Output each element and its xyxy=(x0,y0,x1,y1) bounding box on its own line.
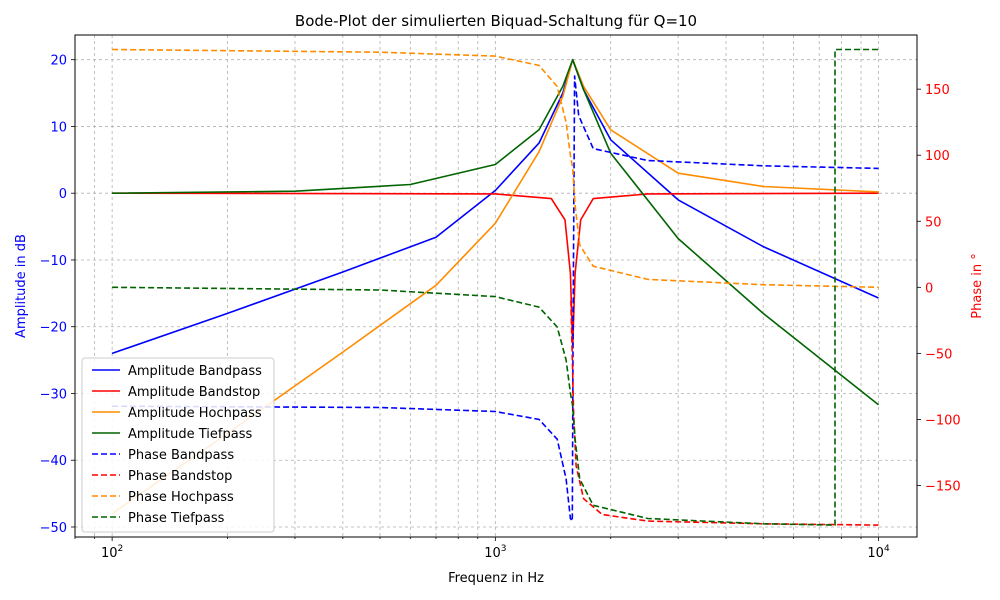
series-phase-tiefpass xyxy=(112,48,879,526)
legend-label: Amplitude Bandstop xyxy=(128,385,260,400)
y-left-tick-label: −30 xyxy=(40,387,67,402)
y-left-tick-label: −10 xyxy=(40,254,67,269)
x-tick-label: 102 xyxy=(101,544,123,561)
y-right-tick-label: 100 xyxy=(925,149,950,164)
axes: 20100−10−20−30−40−50150100500−50−100−150… xyxy=(40,54,961,561)
y-left-tick-label: −50 xyxy=(40,521,67,536)
legend-label: Amplitude Bandpass xyxy=(128,364,262,379)
series-amplitude-tiefpass xyxy=(112,58,879,406)
legend-label: Phase Hochpass xyxy=(128,490,234,505)
y-right-tick-label: 50 xyxy=(925,215,942,230)
series-amplitude-hochpass xyxy=(111,58,879,515)
y-left-axis-title: Amplitude in dB xyxy=(14,234,29,338)
y-right-tick-label: −50 xyxy=(925,347,952,362)
y-right-axis-title: Phase in ° xyxy=(970,253,985,318)
y-right-tick-label: −150 xyxy=(925,479,961,494)
y-left-tick-label: 10 xyxy=(50,120,67,135)
chart-title: Bode-Plot der simulierten Biquad-Schaltu… xyxy=(295,12,697,30)
x-tick-label: 103 xyxy=(484,544,506,561)
legend: Amplitude Bandpass Amplitude Bandstop Ampl… xyxy=(81,357,275,533)
legend-box xyxy=(81,357,275,533)
legend-label: Phase Tiefpass xyxy=(128,511,225,526)
plot-frame xyxy=(74,34,918,538)
legend-label: Phase Bandstop xyxy=(128,469,232,484)
legend-label: Amplitude Tiefpass xyxy=(128,427,252,442)
y-left-tick-label: −20 xyxy=(40,321,67,336)
series-group xyxy=(111,48,879,526)
series-phase-hochpass xyxy=(112,48,879,289)
y-right-tick-label: 150 xyxy=(925,83,950,98)
series-phase-bandpass xyxy=(112,75,879,522)
legend-label: Amplitude Hochpass xyxy=(128,406,262,421)
y-left-tick-label: 20 xyxy=(50,54,67,69)
y-left-tick-label: −40 xyxy=(40,454,67,469)
y-right-tick-label: −100 xyxy=(925,413,961,428)
x-tick-label: 104 xyxy=(867,544,890,561)
series-phase-bandstop xyxy=(570,300,879,526)
y-left-tick-label: 0 xyxy=(59,187,67,202)
series-amplitude-bandpass xyxy=(111,58,879,355)
legend-label: Phase Bandpass xyxy=(128,448,234,463)
y-right-tick-label: 0 xyxy=(925,281,933,296)
x-axis-title: Frequenz in Hz xyxy=(448,571,544,586)
